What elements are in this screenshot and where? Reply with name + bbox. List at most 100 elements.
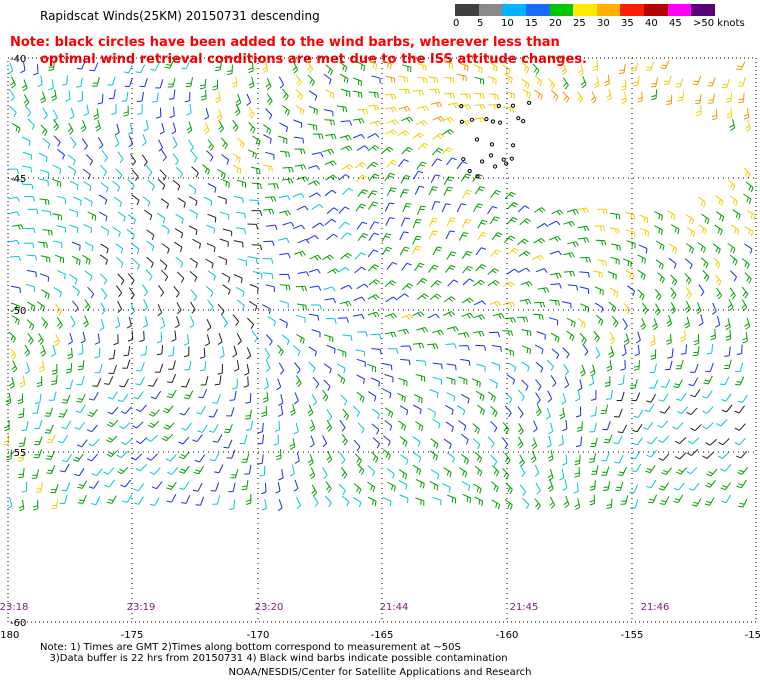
contamination-circle	[509, 156, 514, 161]
wind-barb	[248, 199, 260, 206]
barb-staff	[264, 348, 271, 357]
barb-staff	[306, 61, 314, 69]
wind-barb	[186, 104, 192, 116]
wind-barb	[356, 61, 366, 72]
wind-barb	[206, 150, 214, 162]
wind-barb	[340, 467, 348, 479]
wind-barb	[52, 164, 62, 174]
wind-barb	[307, 165, 320, 170]
wind-barb	[37, 75, 43, 88]
wind-barb	[294, 392, 299, 405]
barb-flag	[548, 430, 553, 435]
barb-staff	[727, 318, 731, 328]
barb-staff	[213, 408, 218, 418]
barb-flag	[446, 470, 450, 476]
barb-flag	[137, 100, 143, 103]
barb-flag	[192, 439, 198, 443]
wind-barb	[666, 94, 673, 106]
barb-staff	[231, 449, 236, 459]
wind-barb	[297, 238, 310, 244]
barb-staff	[308, 90, 317, 97]
barb-staff	[308, 361, 316, 369]
wind-barb	[725, 92, 733, 103]
wind-barb	[471, 378, 481, 388]
barb-staff	[295, 375, 302, 384]
barb-staff	[354, 252, 362, 260]
barb-staff	[108, 479, 115, 488]
barb-flag	[564, 384, 570, 389]
barb-flag	[21, 84, 27, 89]
wind-barb	[658, 453, 670, 461]
wind-barb	[210, 482, 220, 492]
wind-barb	[207, 213, 217, 223]
barb-staff	[205, 108, 210, 117]
barb-flag	[406, 315, 411, 320]
barb-flag	[213, 247, 216, 253]
wind-barb	[296, 303, 307, 311]
wind-barb	[147, 179, 155, 191]
barb-flag	[132, 425, 137, 429]
barb-staff	[596, 59, 599, 70]
wind-barb	[107, 76, 116, 86]
legend-label: 25	[573, 18, 586, 29]
barb-flag	[436, 149, 442, 154]
barb-flag	[327, 458, 333, 464]
barb-flag	[375, 64, 378, 70]
barb-staff	[266, 391, 269, 401]
barb-flag	[605, 261, 607, 267]
wind-barb	[561, 62, 568, 75]
wind-barb	[737, 394, 748, 403]
barb-flag	[604, 240, 607, 246]
barb-flag	[53, 339, 59, 344]
barb-staff	[214, 452, 220, 462]
barb-staff	[432, 418, 441, 425]
barb-flag	[316, 192, 321, 197]
barb-staff	[384, 331, 394, 335]
barb-flag	[738, 98, 744, 101]
contamination-circle	[527, 100, 532, 105]
footer-credit: NOAA/NESDIS/Center for Satellite Applica…	[228, 667, 532, 678]
barb-staff	[37, 64, 39, 74]
wind-barb	[158, 285, 165, 297]
wind-barb	[429, 293, 442, 300]
barb-staff	[367, 190, 374, 199]
barb-flag	[151, 185, 155, 191]
barb-flag	[75, 410, 81, 413]
barb-staff	[372, 408, 380, 415]
wind-barb	[188, 196, 198, 207]
wind-barb	[680, 344, 688, 355]
barb-staff	[129, 77, 133, 87]
barb-flag	[609, 354, 614, 359]
wind-barb	[61, 482, 71, 492]
wind-barb	[203, 121, 210, 134]
barb-flag	[362, 174, 368, 178]
barb-staff	[412, 342, 422, 345]
barb-flag	[655, 293, 660, 299]
barb-flag	[95, 127, 101, 132]
barb-flag	[624, 307, 629, 313]
barb-staff	[461, 297, 470, 304]
wind-barb	[705, 362, 714, 372]
barb-flag	[166, 64, 172, 66]
barb-flag	[417, 265, 423, 268]
barb-staff	[639, 227, 649, 233]
wind-barb	[127, 179, 135, 191]
barb-flag	[288, 285, 291, 291]
barb-flag	[425, 105, 429, 111]
barb-flag	[482, 104, 486, 110]
barb-staff	[744, 243, 753, 250]
barb-staff	[471, 378, 481, 383]
wind-barb	[714, 224, 723, 236]
wind-barb	[697, 196, 706, 208]
barb-flag	[482, 231, 488, 235]
barb-staff	[576, 482, 579, 492]
barb-flag	[179, 487, 185, 490]
barb-flag	[356, 411, 361, 417]
wind-barb	[294, 452, 300, 464]
wind-barb	[698, 314, 704, 327]
wind-barb	[245, 409, 252, 420]
barb-flag	[468, 104, 472, 110]
barb-staff	[607, 74, 610, 84]
wind-barb	[533, 237, 546, 244]
barb-flag	[407, 146, 413, 151]
